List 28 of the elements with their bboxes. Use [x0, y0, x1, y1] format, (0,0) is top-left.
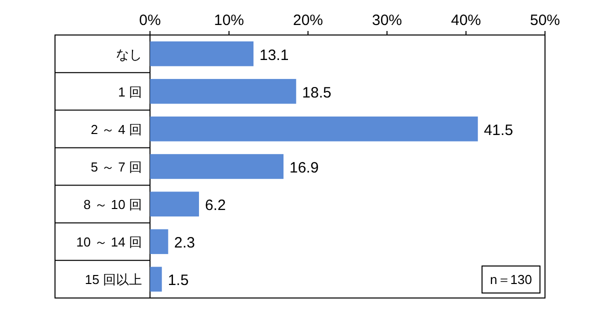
- data-label: 2.3: [174, 234, 196, 252]
- data-label: 1.5: [168, 272, 189, 290]
- x-tick-label: 0%: [139, 12, 161, 29]
- data-label: 13.1: [259, 46, 289, 64]
- x-tick-label: 50%: [530, 12, 560, 29]
- bar: [150, 154, 284, 179]
- bar: [150, 229, 168, 254]
- y-tick-label: 8 ～ 10 回: [83, 197, 142, 212]
- data-label: 18.5: [302, 84, 332, 102]
- x-tick-label: 40%: [450, 12, 482, 29]
- y-tick-label: 15 回以上: [84, 272, 142, 288]
- y-tick-label: 10 ～ 14 回: [76, 234, 142, 250]
- annotation: n＝130: [490, 272, 532, 287]
- y-tick-label: 2 ～ 4 回: [90, 122, 142, 137]
- x-tick-label: 20%: [292, 12, 324, 29]
- bar: [150, 116, 478, 142]
- data-label: 41.5: [484, 122, 514, 139]
- bar: [150, 41, 254, 66]
- y-tick-label: 5 ～ 7 回: [90, 160, 142, 174]
- y-tick-label: 1 回: [118, 84, 142, 100]
- y-tick-label: なし: [116, 46, 142, 62]
- bar: [150, 192, 199, 216]
- bar: [150, 266, 162, 292]
- data-label: 6.2: [204, 197, 226, 214]
- x-tick-label: 30%: [372, 12, 402, 29]
- data-label: 16.9: [290, 160, 319, 176]
- bar: [150, 78, 296, 104]
- x-tick-label: 10%: [214, 12, 244, 29]
